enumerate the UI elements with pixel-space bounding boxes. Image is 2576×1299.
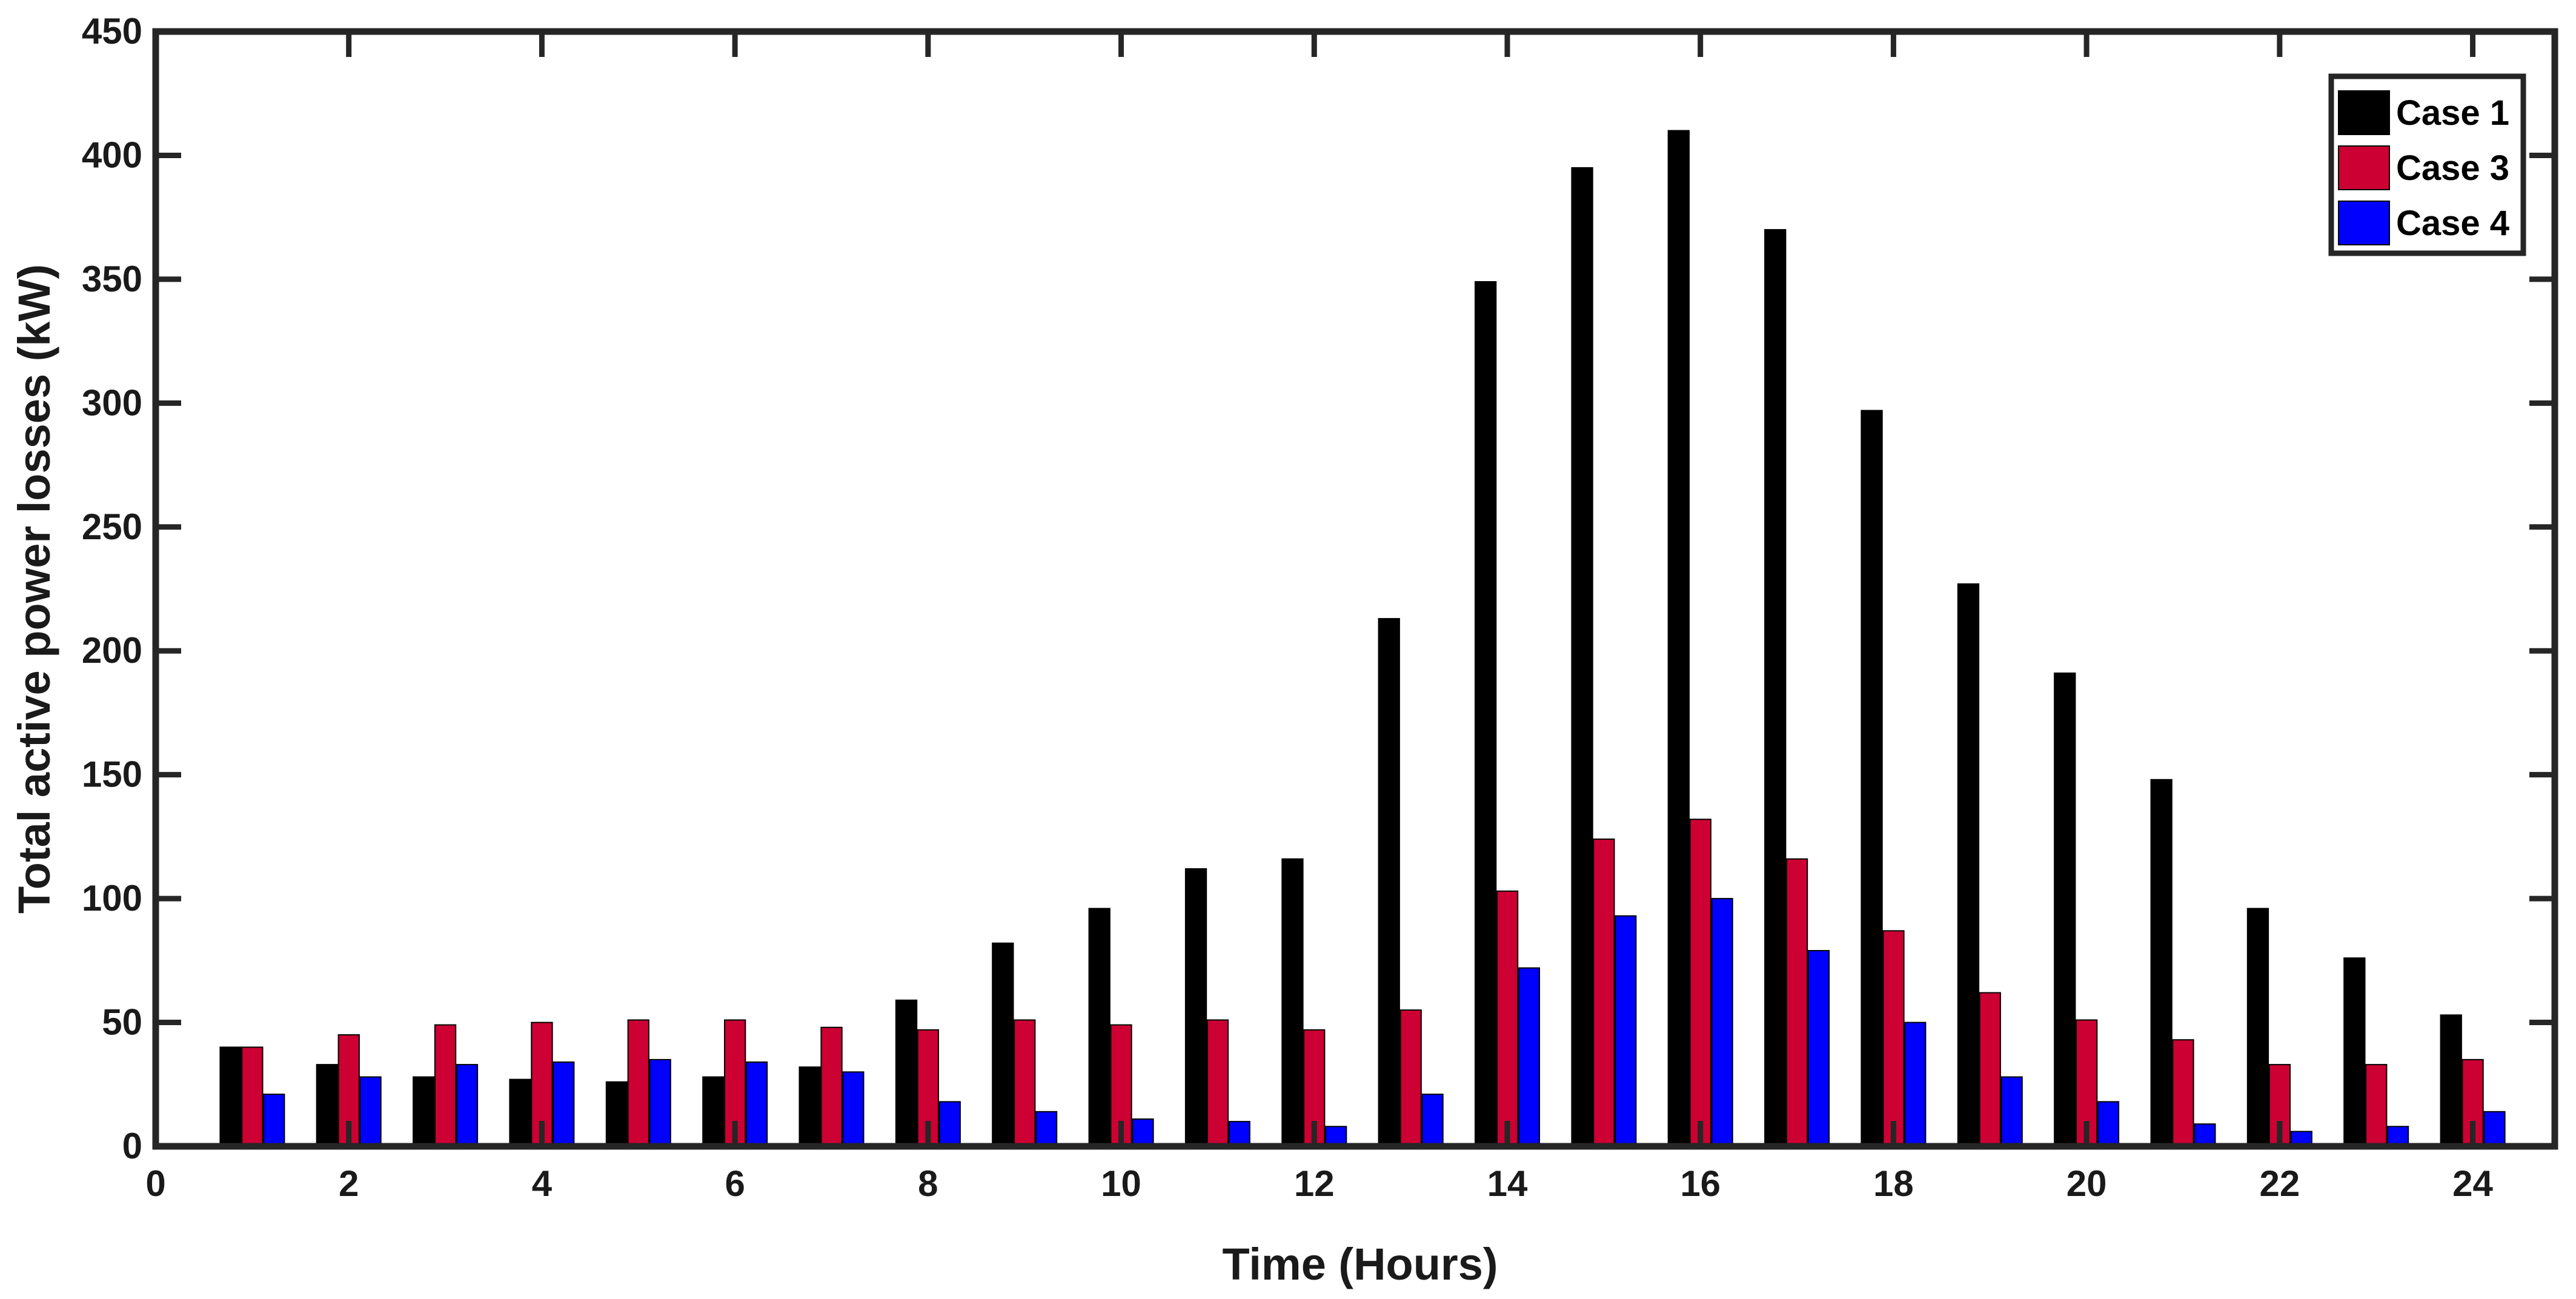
axis-ticks <box>153 28 2555 1149</box>
y-tick-labels: 0 50 100 150 200 250 300 350 400 450 <box>82 11 142 1166</box>
legend: Case 1 Case 3 Case 4 <box>2328 73 2526 256</box>
bar-case-1-hour-8 <box>895 999 918 1148</box>
y-tick-label-350: 350 <box>82 259 142 299</box>
bar-case-1-hour-11 <box>1184 868 1207 1147</box>
bar-case-4-hour-3 <box>456 1064 479 1147</box>
x-tick-label-0: 0 <box>145 1163 165 1204</box>
x-tick-labels: 0 2 4 6 8 10 12 14 16 18 20 22 24 <box>145 1163 2493 1204</box>
bar-case-1-hour-12 <box>1281 858 1304 1147</box>
x-tick-label-2: 2 <box>339 1163 359 1204</box>
bar-case-1-hour-18 <box>1861 410 1883 1147</box>
bar-case-1-hour-5 <box>605 1081 628 1147</box>
bar-case-4-hour-15 <box>1615 915 1637 1147</box>
bar-case-1-hour-20 <box>2054 673 2076 1147</box>
bar-case-1-hour-2 <box>316 1064 339 1147</box>
bar-case-1-hour-4 <box>509 1078 531 1147</box>
x-tick-label-14: 14 <box>1487 1163 1528 1204</box>
bar-case-4-hour-1 <box>263 1094 285 1147</box>
bar-case-3-hour-11 <box>1206 1019 1229 1147</box>
bar-case-1-hour-1 <box>219 1046 242 1148</box>
bar-case-4-hour-9 <box>1035 1111 1058 1148</box>
bar-case-3-hour-1 <box>241 1046 264 1148</box>
bar-case-4-hour-11 <box>1228 1121 1250 1147</box>
bar-case-3-hour-13 <box>1399 1009 1422 1147</box>
y-tick-label-300: 300 <box>82 382 142 423</box>
bar-case-4-hour-2 <box>359 1076 382 1147</box>
legend-swatch-case-3 <box>2338 145 2390 190</box>
legend-swatch-case-1 <box>2338 90 2390 135</box>
bar-case-3-hour-5 <box>627 1019 649 1147</box>
bar-case-4-hour-6 <box>745 1061 768 1147</box>
bar-case-1-hour-24 <box>2440 1014 2462 1148</box>
x-tick-label-16: 16 <box>1680 1163 1721 1204</box>
y-tick-label-400: 400 <box>82 135 142 175</box>
y-tick-label-200: 200 <box>82 630 142 671</box>
bar-case-3-hour-18 <box>1882 930 1905 1148</box>
bar-case-4-hour-8 <box>938 1101 961 1148</box>
bar-case-3-hour-17 <box>1785 858 1808 1147</box>
bar-case-4-hour-24 <box>2483 1111 2506 1148</box>
bar-case-3-hour-15 <box>1593 839 1615 1147</box>
bars-group <box>219 130 2506 1148</box>
bar-case-3-hour-21 <box>2172 1039 2194 1147</box>
bar-case-1-hour-9 <box>992 942 1014 1147</box>
x-tick-label-4: 4 <box>532 1163 553 1204</box>
bar-case-3-hour-14 <box>1496 890 1519 1148</box>
bar-case-4-hour-7 <box>842 1071 865 1148</box>
bar-case-4-hour-13 <box>1421 1094 1444 1147</box>
y-tick-label-150: 150 <box>82 754 142 795</box>
y-tick-label-250: 250 <box>82 507 142 547</box>
bar-case-1-hour-7 <box>798 1066 821 1147</box>
bar-case-3-hour-19 <box>1979 992 2001 1147</box>
bar-case-4-hour-18 <box>1904 1022 1927 1147</box>
y-axis-title: Total active power losses (kW) <box>9 264 59 914</box>
bar-case-1-hour-15 <box>1571 167 1593 1147</box>
bar-case-1-hour-3 <box>413 1076 435 1147</box>
bar-case-4-hour-20 <box>2097 1101 2120 1148</box>
bar-case-3-hour-16 <box>1689 819 1711 1148</box>
bar-case-4-hour-17 <box>1807 950 1830 1147</box>
bar-case-3-hour-9 <box>1014 1019 1036 1147</box>
y-tick-label-100: 100 <box>82 878 142 919</box>
bar-case-4-hour-14 <box>1518 967 1540 1147</box>
x-tick-label-22: 22 <box>2259 1163 2300 1204</box>
x-tick-label-8: 8 <box>918 1163 938 1204</box>
x-axis-title: Time (Hours) <box>1222 1239 1498 1289</box>
x-tick-label-20: 20 <box>2066 1163 2107 1204</box>
bar-case-4-hour-5 <box>649 1058 671 1148</box>
x-tick-label-12: 12 <box>1294 1163 1335 1204</box>
bar-case-4-hour-21 <box>2194 1123 2216 1147</box>
bar-case-3-hour-3 <box>434 1024 457 1147</box>
bar-case-1-hour-13 <box>1378 618 1400 1147</box>
bar-case-1-hour-14 <box>1475 281 1497 1147</box>
bar-case-4-hour-4 <box>553 1061 575 1147</box>
bar-case-3-hour-23 <box>2365 1064 2388 1147</box>
y-tick-label-50: 50 <box>102 1002 142 1043</box>
bar-case-1-hour-19 <box>1957 583 1980 1147</box>
bar-case-1-hour-22 <box>2246 908 2269 1147</box>
legend-swatch-case-4 <box>2338 201 2390 245</box>
y-tick-label-450: 450 <box>82 11 142 51</box>
legend-label-case-1: Case 1 <box>2396 93 2509 133</box>
x-tick-label-10: 10 <box>1101 1163 1141 1204</box>
x-tick-label-24: 24 <box>2452 1163 2493 1204</box>
x-tick-label-6: 6 <box>725 1163 745 1204</box>
legend-label-case-4: Case 4 <box>2396 204 2509 243</box>
bar-case-4-hour-19 <box>2000 1076 2023 1147</box>
bar-case-4-hour-10 <box>1132 1118 1154 1147</box>
legend-label-case-3: Case 3 <box>2396 148 2509 188</box>
bar-case-1-hour-17 <box>1764 229 1787 1148</box>
bar-case-1-hour-16 <box>1667 130 1690 1148</box>
bar-case-4-hour-16 <box>1711 898 1733 1147</box>
plot-frame <box>152 28 2558 1150</box>
x-tick-label-18: 18 <box>1873 1163 1914 1204</box>
bar-case-1-hour-6 <box>702 1076 725 1147</box>
y-tick-label-0: 0 <box>122 1126 142 1166</box>
bar-case-1-hour-21 <box>2150 779 2173 1148</box>
bar-case-1-hour-23 <box>2343 957 2366 1147</box>
bar-case-1-hour-10 <box>1088 908 1110 1147</box>
bar-case-3-hour-7 <box>820 1026 843 1147</box>
